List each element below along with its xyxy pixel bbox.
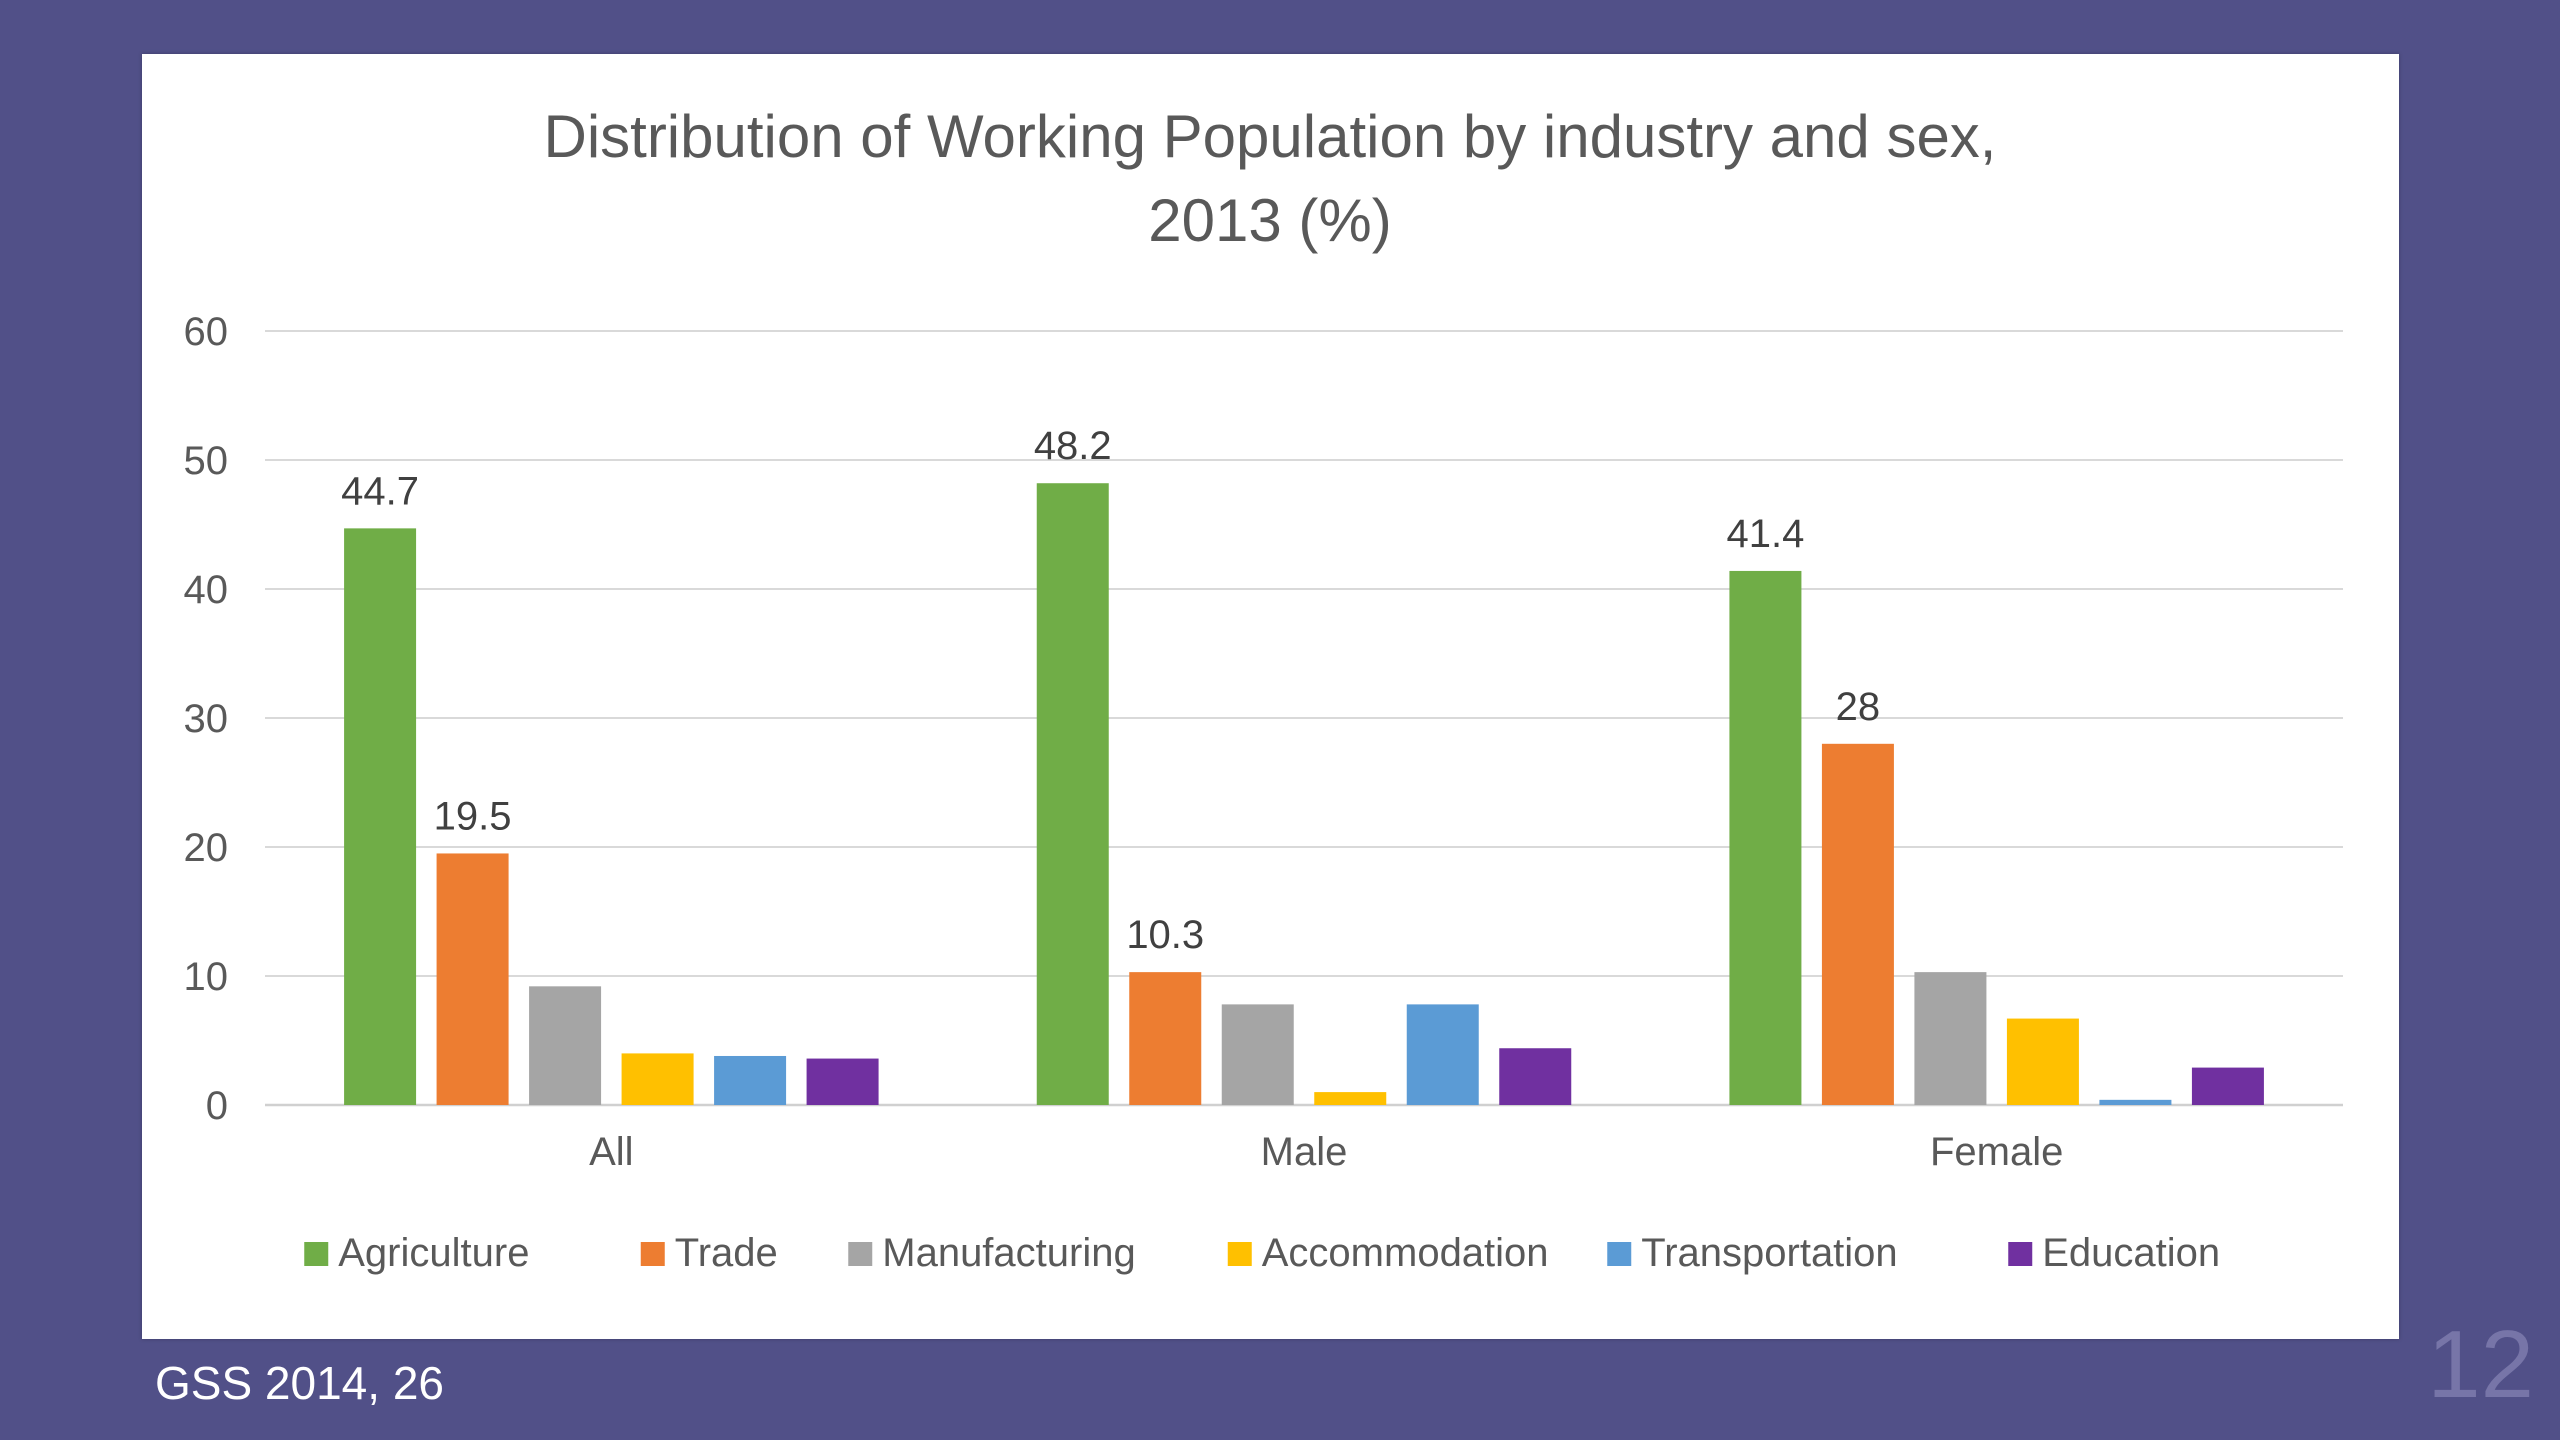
bar-accommodation-male	[1314, 1092, 1387, 1105]
data-label: 44.7	[341, 469, 419, 513]
bar-trade-male	[1129, 972, 1202, 1105]
gridlines	[265, 330, 2343, 1107]
bar-education-female	[2191, 1067, 2264, 1105]
legend-label: Education	[2042, 1231, 2220, 1275]
y-tick-label: 40	[184, 568, 229, 612]
y-axis-ticks: 0 10 20 30 40 50 60	[184, 310, 229, 1128]
chart-title-line: 2013 (%)	[1148, 187, 1391, 254]
legend-label: Transportation	[1641, 1231, 1897, 1275]
y-tick-label: 30	[184, 697, 229, 741]
bar-transportation-all	[714, 1055, 787, 1105]
legend-swatch	[304, 1242, 329, 1266]
legend-item-accommodation: Accommodation	[1227, 1231, 1549, 1275]
legend: Agriculture Trade Manufacturing Accommodati…	[304, 1231, 2220, 1275]
legend-label: Manufacturing	[882, 1231, 1135, 1275]
legend-swatch	[848, 1242, 873, 1266]
source-note: GSS 2014, 26	[155, 1357, 444, 1409]
bar-accommodation-female	[2006, 1018, 2079, 1105]
x-axis-ticks: All Male Female	[589, 1130, 2063, 1174]
data-label: 48.2	[1034, 424, 1112, 468]
legend-item-trade: Trade	[640, 1231, 778, 1275]
legend-item-manufacturing: Manufacturing	[848, 1231, 1136, 1275]
legend-label: Accommodation	[1262, 1231, 1549, 1275]
bar-trade-all	[436, 853, 509, 1105]
page-number: 12	[2427, 1311, 2534, 1418]
data-labels: 44.7 19.5 48.2 10.3 41.4 28	[341, 424, 1880, 957]
legend-swatch	[1607, 1242, 1632, 1266]
data-label: 41.4	[1726, 512, 1804, 556]
bar-agriculture-male	[1036, 483, 1109, 1106]
data-label: 19.5	[434, 794, 512, 838]
legend-item-transportation: Transportation	[1607, 1231, 1898, 1275]
bar-transportation-male	[1406, 1004, 1479, 1105]
bar-education-male	[1499, 1048, 1572, 1105]
x-tick-label: Male	[1261, 1130, 1348, 1174]
bar-manufacturing-female	[1914, 972, 1987, 1105]
legend-label: Trade	[675, 1231, 778, 1275]
bar-education-all	[806, 1058, 879, 1105]
bars	[344, 483, 2264, 1106]
x-tick-label: Female	[1930, 1130, 2063, 1174]
y-tick-label: 0	[206, 1084, 228, 1128]
chart-title-line: Distribution of Working Population by in…	[544, 103, 1997, 170]
bar-manufacturing-all	[529, 986, 602, 1105]
bar-accommodation-all	[621, 1053, 694, 1105]
data-label: 10.3	[1126, 913, 1204, 957]
legend-label: Agriculture	[338, 1231, 529, 1275]
legend-swatch	[2008, 1242, 2033, 1266]
chart-title: Distribution of Working Population by in…	[544, 103, 1997, 254]
chart-panel: Distribution of Working Population by in…	[142, 54, 2399, 1339]
legend-item-agriculture: Agriculture	[304, 1231, 529, 1275]
bar-trade-female	[1821, 743, 1894, 1105]
bar-agriculture-all	[344, 528, 417, 1105]
bar-transportation-female	[2099, 1099, 2172, 1105]
legend-swatch	[1227, 1242, 1252, 1266]
bar-manufacturing-male	[1221, 1004, 1294, 1105]
y-tick-label: 20	[184, 826, 229, 870]
bar-chart: Distribution of Working Population by in…	[184, 103, 2343, 1275]
y-tick-label: 60	[184, 310, 229, 354]
y-tick-label: 50	[184, 439, 229, 483]
data-label: 28	[1836, 685, 1881, 729]
x-tick-label: All	[589, 1130, 633, 1174]
y-tick-label: 10	[184, 955, 229, 999]
legend-swatch	[640, 1242, 665, 1266]
bar-agriculture-female	[1729, 570, 1802, 1105]
legend-item-education: Education	[2008, 1231, 2220, 1275]
